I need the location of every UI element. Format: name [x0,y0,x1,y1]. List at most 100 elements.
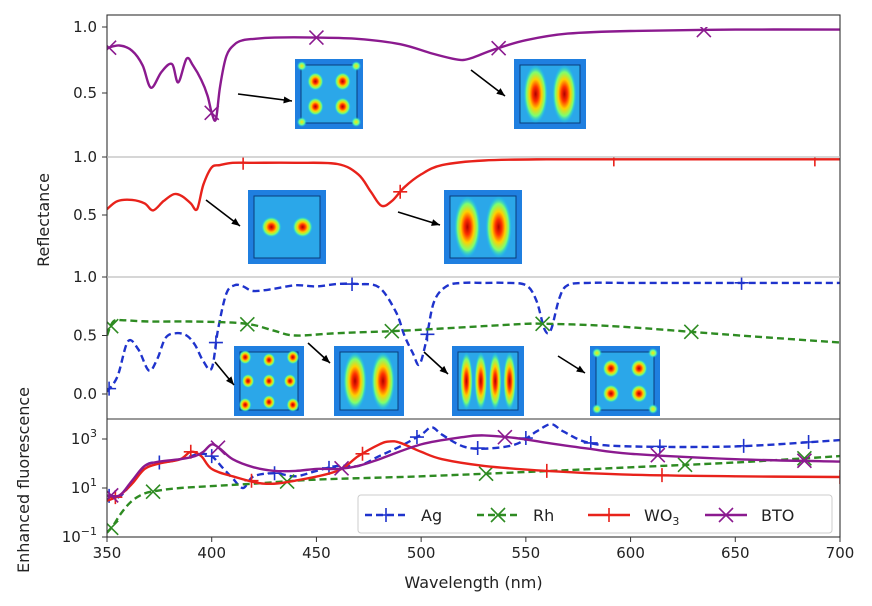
marker-rh [239,316,255,332]
field-inset-two-spots [205,190,326,264]
field-hotspot [334,97,351,116]
arrow-head [321,354,330,363]
x-tick-label: 550 [512,544,541,562]
marker-bto [696,27,712,38]
field-hotspot [343,351,367,411]
marker-bto [650,447,666,463]
field-inset-two-vertical-lobes [470,59,586,129]
x-tick-label: 700 [826,544,855,562]
y-tick-label: 1.0 [73,268,97,286]
marker-wo3 [393,184,408,199]
axes-frame [106,14,841,538]
field-inset-two-vertical-lobes [307,342,404,416]
series-wo3 [107,158,840,212]
field-inset-multipole [214,346,304,416]
field-hotspot [286,350,300,365]
field-hotspot [262,374,276,388]
legend-marker [718,507,734,523]
series-rh [107,318,840,344]
marker-rh [384,323,400,339]
field-corner [351,117,362,127]
field-inset-two-vertical-lobes [397,190,522,264]
field-hotspot [454,195,481,259]
y-axis-label-reflectance: Reflectance [34,173,53,267]
field-corner [592,348,602,358]
legend-marker [379,508,393,522]
marker-wo3 [606,157,621,167]
marker-ag [204,449,219,464]
marker-wo3 [654,468,669,483]
y-tick-label: 1.0 [73,18,97,36]
marker-ag [345,277,360,292]
field-hotspot [286,397,300,412]
field-corner [592,404,602,414]
field-hotspot [552,64,577,124]
y-tick-label: 1.0 [73,148,97,166]
panel-bto-reflectance [107,27,840,122]
x-tick-label: 450 [302,544,331,562]
field-hotspot [238,397,252,412]
field-corner [296,61,307,71]
field-hotspot [630,384,648,403]
y-tick-label: 103 [71,427,97,448]
x-axis-label: Wavelength (nm) [404,573,542,592]
field-corner [296,117,307,127]
arrow-line [237,93,293,102]
field-inset-2x2-hotspots [237,59,363,129]
arrow-head [231,218,240,226]
arrow-head [576,365,585,373]
legend-marker [490,507,506,523]
field-hotspot [602,359,620,378]
panel-ag-rh-reflectance [107,277,840,396]
plot-area [107,27,840,536]
marker-rh [535,316,551,332]
legend-label: Ag [421,506,442,525]
x-tick-label: 650 [721,544,750,562]
marker-bto [497,429,513,445]
x-tick-label: 500 [407,544,436,562]
marker-ag [208,335,223,350]
field-inset-2x2-hotspots [557,346,660,416]
marker-bto [107,487,119,503]
legend-label: Rh [533,506,554,525]
marker-bto [204,105,220,121]
legend-label: BTO [761,506,794,525]
marker-ag [583,435,598,450]
series-ag [107,281,840,393]
field-hotspot [474,351,488,411]
marker-bto [491,40,507,56]
inset-particle [300,64,358,124]
y-tick-label: 101 [71,476,97,497]
arrow-head [439,365,448,374]
inset-particle [595,351,655,411]
field-hotspot [292,216,313,238]
marker-rh [683,324,699,340]
series-bto [107,434,840,498]
marker-wo3 [539,463,554,478]
marker-ag [409,430,424,445]
field-corner [351,61,362,71]
y-tick-label: 0.5 [73,327,97,345]
legend-entry-rh: Rh [477,506,554,525]
field-hotspot [238,350,252,365]
marker-wo3 [236,157,251,170]
marker-bto [796,453,812,469]
field-hotspot [503,351,517,411]
marker-rh [107,520,119,536]
field-hotspot [485,195,512,259]
field-hotspot [261,216,282,238]
marker-ag [734,277,749,290]
x-tick-label: 400 [197,544,226,562]
arrow-head [226,376,234,385]
marker-wo3 [807,157,822,167]
field-hotspot [283,374,297,388]
field-hotspot [488,351,502,411]
series-bto [107,28,840,122]
field-hotspot [459,351,473,411]
field-hotspot [262,353,276,367]
field-hotspot [307,97,324,116]
marker-bto [107,40,117,56]
marker-wo3 [244,473,259,488]
